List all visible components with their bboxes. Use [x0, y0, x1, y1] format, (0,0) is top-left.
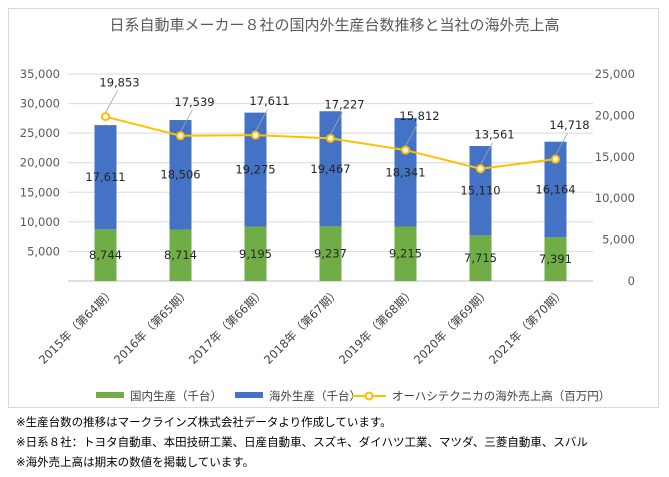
label-leader [555, 132, 568, 156]
right-tick-label: 15,000 [595, 150, 635, 164]
left-tick-label: 10,000 [20, 215, 60, 229]
label-leader [480, 142, 493, 165]
domestic-data-label: 9,195 [239, 247, 272, 261]
sales-point [101, 112, 110, 122]
bar-overseas [169, 120, 192, 230]
sales-point [551, 154, 560, 164]
category-label: 2016年（第65期） [111, 285, 193, 367]
label-leader [105, 90, 118, 113]
bar-overseas [94, 125, 117, 230]
overseas-data-label: 15,110 [460, 184, 500, 198]
chart-canvas: 5,000 10,000 15,000 20,000 25,000 30,000 35,00… [20, 67, 635, 403]
legend-swatch-domestic [96, 392, 124, 398]
category-label: 2020年（第69期） [411, 285, 493, 367]
category-label: 2015年（第64期） [36, 285, 118, 367]
footnotes: ※生産台数の推移はマークラインズ株式会社データより作成しています。 ※日系８社：… [16, 412, 588, 472]
right-tick-label: 5,000 [602, 233, 635, 247]
sales-point [176, 131, 185, 141]
sales-point [326, 133, 335, 143]
domestic-data-label: 7,715 [464, 251, 497, 265]
domestic-data-label: 8,714 [164, 248, 197, 262]
sales-data-label: 15,812 [399, 109, 439, 123]
sales-data-label: 17,227 [324, 97, 364, 111]
overseas-data-label: 19,467 [310, 162, 350, 176]
legend-label-sales: オーハシテクニカの海外売上高（百万円） [392, 389, 610, 403]
category-label: 2018年（第67期） [261, 285, 343, 367]
sales-data-label: 17,539 [174, 95, 214, 109]
bar-domestic [394, 226, 417, 281]
domestic-data-label: 8,744 [89, 248, 122, 262]
footnote-2: ※日系８社：トヨタ自動車、本田技研工業、日産自動車、スズキ、ダイハツ工業、マツダ… [16, 435, 588, 449]
label-leader [255, 108, 268, 132]
label-leader [180, 109, 193, 132]
left-tick-label: 30,000 [20, 97, 60, 111]
bar-overseas [544, 141, 567, 238]
left-tick-label: 5,000 [27, 244, 60, 258]
label-leader [330, 112, 343, 135]
sales-point [401, 145, 410, 155]
domestic-data-label: 7,391 [539, 252, 572, 266]
sales-point [251, 130, 260, 140]
domestic-data-label: 9,237 [314, 247, 347, 261]
category-label: 2017年（第66期） [186, 285, 268, 367]
bar-domestic [319, 226, 342, 281]
right-tick-label: 0 [628, 274, 635, 288]
bar-domestic [94, 229, 117, 281]
sales-data-label: 14,718 [549, 118, 589, 132]
bar-domestic [469, 235, 492, 281]
legend-swatch-sales-point [364, 391, 374, 401]
overseas-data-label: 19,275 [235, 163, 275, 177]
label-leader [405, 123, 418, 147]
left-tick-label: 25,000 [20, 126, 60, 140]
sales-data-label: 19,853 [99, 76, 139, 90]
legend-label-overseas: 海外生産（千台） [269, 389, 361, 403]
bar-domestic [244, 226, 267, 281]
right-tick-label: 20,000 [595, 108, 635, 122]
bar-overseas [244, 112, 267, 227]
bar-domestic [169, 229, 192, 281]
overseas-data-label: 18,341 [385, 165, 425, 179]
legend-swatch-overseas [235, 392, 263, 398]
category-label: 2021年（第70期） [486, 285, 568, 367]
domestic-data-label: 9,215 [389, 247, 422, 261]
right-tick-label: 10,000 [595, 191, 635, 205]
sales-data-label: 13,561 [474, 128, 514, 142]
footnote-1: ※生産台数の推移はマークラインズ株式会社データより作成しています。 [16, 415, 392, 429]
left-tick-label: 20,000 [20, 156, 60, 170]
category-label: 2019年（第68期） [336, 285, 418, 367]
right-tick-label: 25,000 [595, 67, 635, 81]
left-tick-label: 15,000 [20, 185, 60, 199]
sales-data-label: 17,611 [249, 94, 289, 108]
overseas-data-label: 16,164 [535, 182, 575, 196]
left-tick-label: 35,000 [20, 67, 60, 81]
overseas-data-label: 18,506 [160, 168, 200, 182]
bar-domestic [544, 237, 567, 281]
footnote-3: ※海外売上高は期末の数値を掲載しています。 [16, 455, 255, 469]
overseas-data-label: 17,611 [85, 170, 125, 184]
chart-title: 日系自動車メーカー８社の国内外生産台数推移と当社の海外売上高 [109, 16, 560, 34]
legend-label-domestic: 国内生産（千台） [130, 389, 222, 403]
bar-overseas [394, 118, 417, 227]
sales-point [476, 164, 485, 174]
